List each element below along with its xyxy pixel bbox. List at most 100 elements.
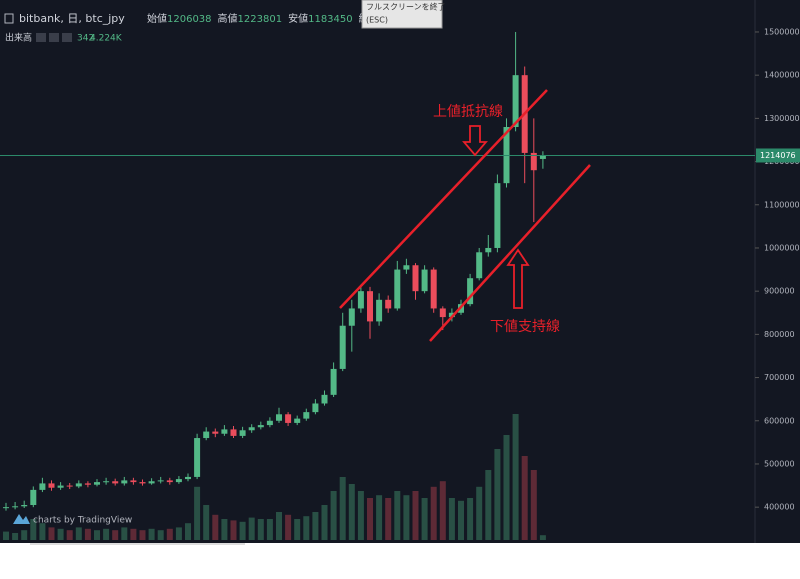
candle-body — [148, 481, 155, 484]
volume-bar — [84, 528, 91, 540]
ohlc-label: 始値 — [147, 12, 167, 25]
candle-body — [157, 480, 164, 482]
y-tick-label: 1000000 — [764, 243, 800, 252]
candle-body — [412, 265, 419, 292]
volume-bar — [248, 517, 255, 540]
volume-bar — [139, 530, 146, 540]
y-tick-label: 400000 — [764, 503, 795, 512]
volume-bar — [12, 533, 19, 540]
candle-body — [94, 482, 100, 485]
candle-body — [248, 427, 255, 431]
y-tick-label: 600000 — [764, 416, 795, 425]
symbol: bitbank, 日, btc_jpy — [19, 12, 125, 25]
support-label: 下値支持線 — [490, 319, 560, 335]
volume-bar — [530, 470, 537, 540]
volume-label: 出来高 — [5, 32, 32, 44]
ohlc-value: 1206038 — [167, 14, 212, 25]
volume-bar — [276, 512, 282, 540]
volume-bar — [185, 523, 191, 540]
volume-bar — [539, 535, 546, 540]
ohlc-label: 高値 — [218, 12, 238, 25]
candle-body — [84, 483, 91, 485]
y-tick-label: 800000 — [764, 330, 795, 339]
candle-body — [294, 418, 301, 423]
volume-bar — [494, 449, 501, 540]
candle-body — [75, 483, 82, 487]
tradingview-logo — [13, 514, 30, 524]
volume-bar — [312, 512, 319, 540]
ohlc-value: 1223801 — [238, 14, 283, 25]
icon[interactable] — [62, 33, 72, 42]
volume-bar — [339, 477, 346, 540]
watermark: charts by TradingView — [33, 516, 132, 526]
candle-body — [385, 299, 392, 309]
up-arrow — [506, 248, 530, 309]
volume-bar — [394, 491, 401, 540]
tooltip — [361, 0, 443, 29]
resistance-label: 上値抵抗線 — [433, 104, 503, 120]
candle-body — [485, 247, 492, 253]
candle-body — [348, 308, 355, 326]
candle-body — [257, 425, 264, 428]
candle-body — [430, 269, 437, 309]
candle-body — [339, 325, 346, 369]
plot: 400000 500000 600000 700000 800000 900000 1000… — [0, 27, 800, 540]
y-tick-label: 1100000 — [764, 200, 800, 209]
down-arrow — [462, 125, 488, 157]
volume-bar — [439, 481, 446, 540]
candle-body — [476, 252, 483, 279]
volume-bar — [203, 505, 210, 540]
candle-body — [494, 183, 501, 248]
y-tick-label: 1500000 — [764, 27, 800, 36]
volume-bar — [294, 519, 301, 540]
candle-body — [421, 269, 428, 292]
volume-bar — [458, 500, 464, 540]
candle-body — [403, 265, 410, 270]
volume-bar — [512, 414, 519, 540]
volume-bar — [403, 495, 410, 540]
candle-body — [12, 506, 19, 508]
volume-bar — [285, 514, 292, 540]
volume-bar — [39, 523, 46, 540]
candle-body — [121, 480, 128, 484]
candle-body — [539, 155, 546, 159]
volume-bar — [230, 520, 237, 540]
candle-body — [367, 291, 373, 322]
candle-body — [530, 152, 537, 171]
candle-body — [39, 483, 46, 490]
candle-body — [66, 485, 73, 487]
volume-bar — [121, 527, 128, 540]
tooltip-key: (ESC) — [366, 16, 388, 25]
volume-bar — [266, 519, 273, 540]
candle-body — [112, 481, 119, 484]
volume-bar — [112, 530, 119, 540]
candle-body — [448, 312, 455, 318]
volume-bar — [30, 519, 37, 540]
candle-body — [330, 368, 337, 395]
icon[interactable] — [49, 33, 59, 42]
price-label-bg — [756, 148, 800, 163]
collapse-icon[interactable] — [4, 13, 14, 24]
icon[interactable] — [36, 33, 46, 42]
volume-bar — [448, 498, 455, 540]
volume-bar — [21, 530, 28, 540]
resistance-line — [339, 89, 548, 309]
volume-bar — [330, 491, 337, 540]
volume-bar — [412, 491, 419, 540]
volume-bar — [75, 527, 82, 540]
candle-body — [512, 75, 519, 128]
candle-body — [467, 278, 474, 305]
volume-bar — [503, 435, 510, 540]
volume-bar — [348, 484, 355, 540]
candle-body — [239, 430, 246, 436]
volume-bar — [130, 528, 137, 540]
volume-bar — [521, 456, 528, 540]
y-tick-label: 1400000 — [764, 71, 800, 80]
volume-bar — [57, 528, 64, 540]
volume-bar — [367, 498, 373, 540]
price-label: 1214076 — [760, 151, 796, 160]
volume-bar — [148, 528, 155, 540]
candle-body — [194, 438, 201, 477]
